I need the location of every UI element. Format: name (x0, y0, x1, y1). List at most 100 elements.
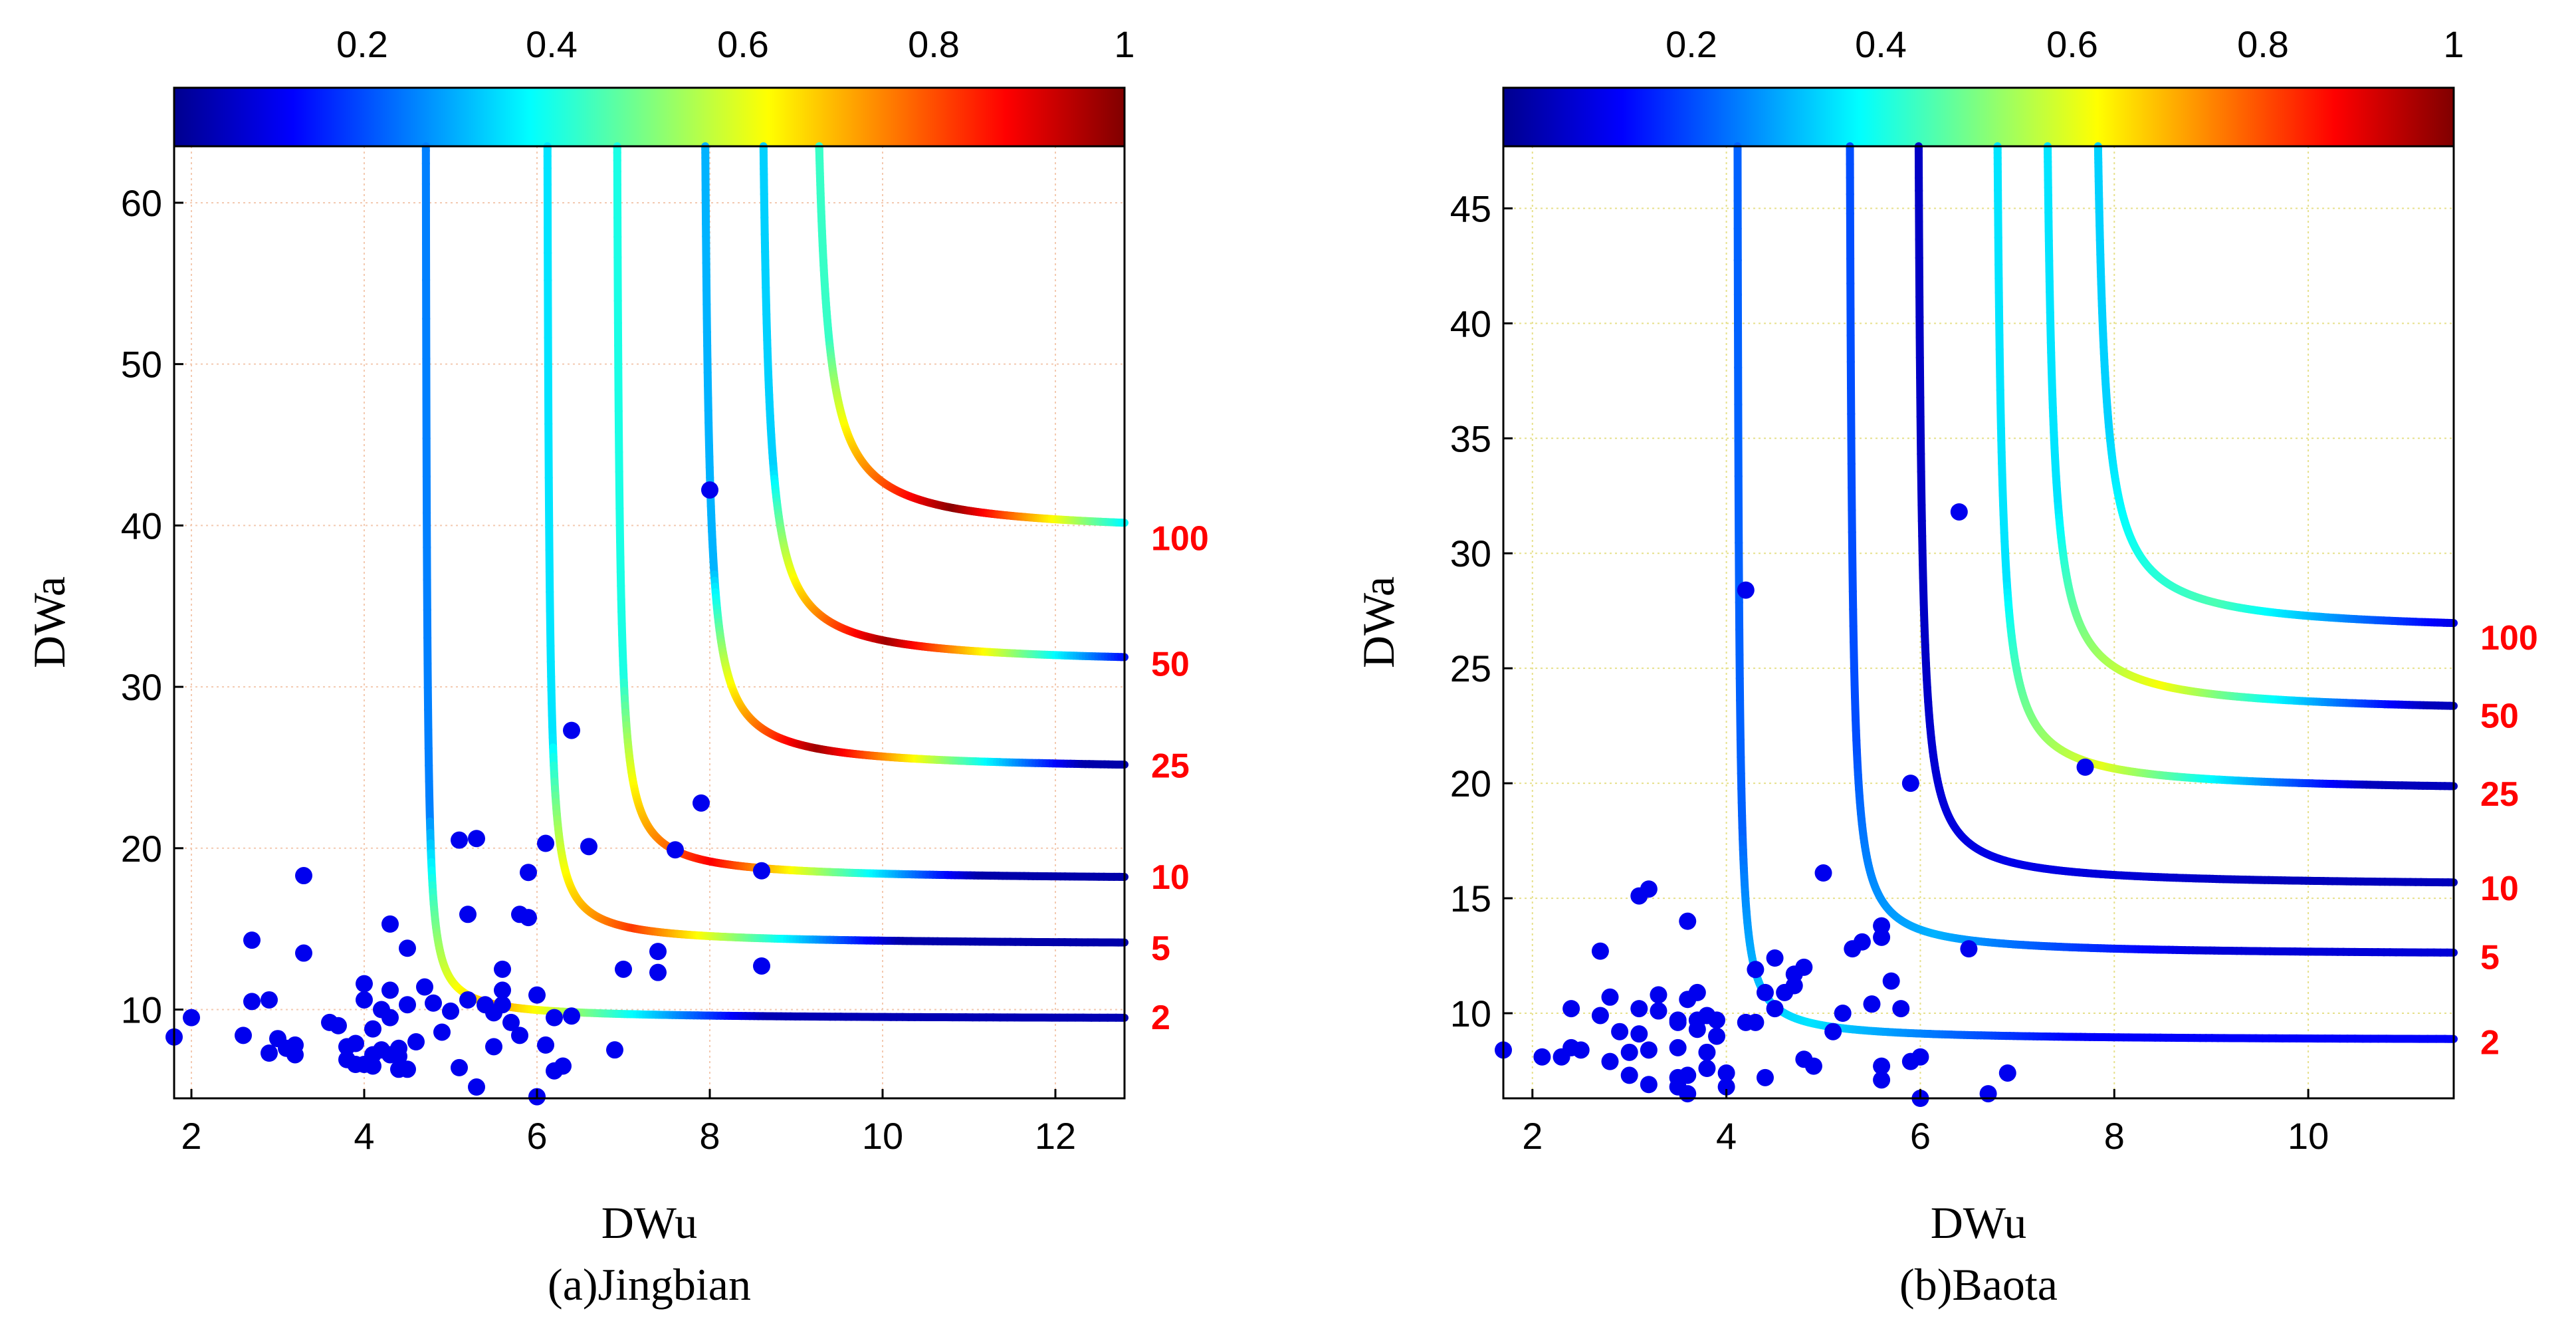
data-point (1620, 1066, 1638, 1084)
data-point (1873, 1057, 1891, 1075)
contour-rp-50 (759, 142, 1128, 662)
colorbar-b-tick: 0.8 (2237, 23, 2289, 65)
data-point (1998, 1064, 2016, 1082)
data-point (1591, 1007, 1609, 1025)
data-point (1669, 1011, 1687, 1029)
return-period-labels-b: 100 50 25 10 5 2 (2480, 619, 2538, 1062)
data-point (451, 831, 468, 849)
data-point (381, 1009, 399, 1027)
x-tick-label: 10 (862, 1115, 903, 1157)
return-period-labels-a: 100 50 25 10 5 2 (1151, 519, 1209, 1037)
data-point (1708, 1011, 1726, 1029)
plot-area-a (174, 146, 1125, 1098)
caption-b: (b)Baota (1899, 1259, 2058, 1310)
data-point (459, 991, 477, 1009)
data-point (1698, 1043, 1716, 1061)
caption-a: (a)Jingbian (548, 1259, 751, 1310)
points-a (165, 481, 770, 1106)
data-point (511, 1027, 528, 1044)
data-point (1688, 983, 1706, 1001)
data-point (667, 841, 684, 859)
data-point (451, 1058, 468, 1076)
data-point (1785, 977, 1803, 995)
data-point (1747, 961, 1765, 979)
data-point (1562, 1000, 1580, 1018)
data-point (1640, 880, 1658, 898)
data-point (364, 1057, 381, 1075)
return-period-label-5: 5 (1151, 929, 1170, 968)
data-point (1611, 1023, 1629, 1040)
data-point (1669, 1038, 1687, 1056)
colorbar-a-ticks: 0.2 0.4 0.6 0.8 1 (336, 23, 1135, 65)
data-point (693, 794, 710, 812)
data-point (1950, 503, 1968, 521)
contour-rp-100 (815, 142, 1128, 527)
data-point (416, 978, 433, 996)
data-point (1572, 1041, 1590, 1059)
data-point (399, 939, 416, 957)
x-ticks-b: 2 4 6 8 10 (1522, 1089, 2329, 1157)
data-point (442, 1002, 459, 1020)
data-point (1698, 1060, 1716, 1078)
data-point (485, 1038, 502, 1056)
data-point (1892, 1000, 1910, 1018)
y-tick-label: 25 (1450, 648, 1491, 689)
data-point (1533, 1048, 1551, 1066)
y-tick-label: 10 (1450, 993, 1491, 1034)
data-point (1795, 958, 1813, 976)
y-tick-label: 30 (121, 666, 162, 708)
data-point (399, 996, 416, 1014)
data-point (261, 1044, 278, 1062)
data-point (554, 1057, 572, 1075)
colorbar-b-tick: 0.2 (1665, 23, 1717, 65)
data-point (1591, 942, 1609, 960)
x-tick-label: 6 (1910, 1115, 1931, 1157)
data-point (1756, 983, 1774, 1001)
data-point (1834, 1005, 1852, 1023)
y-tick-label: 20 (1450, 763, 1491, 804)
data-point (390, 1039, 407, 1057)
data-point (468, 1078, 485, 1096)
return-period-label-100: 100 (1151, 519, 1209, 558)
colorbar-a-tick: 0.8 (908, 23, 960, 65)
data-point (563, 1007, 580, 1025)
data-point (649, 943, 667, 961)
grid-b (1503, 146, 2454, 1098)
data-point (261, 991, 278, 1009)
y-tick-label: 15 (1450, 878, 1491, 919)
data-point (1717, 1078, 1735, 1096)
x-tick-label: 12 (1035, 1115, 1076, 1157)
points-b (1495, 503, 2094, 1107)
y-tick-label: 40 (1450, 303, 1491, 344)
data-point (1737, 581, 1755, 599)
data-point (235, 1027, 252, 1044)
data-point (520, 864, 537, 882)
data-point (459, 906, 477, 923)
data-point (356, 975, 373, 993)
data-point (243, 993, 261, 1011)
data-point (615, 960, 632, 978)
colorbar-a-tick: 0.6 (717, 23, 769, 65)
return-period-label-10: 10 (1151, 858, 1190, 897)
x-tick-label: 10 (2288, 1115, 2329, 1157)
x-tick-label: 8 (699, 1115, 720, 1157)
x-tick-label: 6 (526, 1115, 547, 1157)
data-point (1708, 1027, 1726, 1045)
data-point (649, 963, 667, 981)
data-point (1601, 1052, 1619, 1070)
x-tick-label: 2 (1522, 1115, 1543, 1157)
y-tick-label: 45 (1450, 187, 1491, 229)
data-point (347, 1034, 364, 1052)
return-period-label-25: 25 (2480, 775, 2519, 814)
return-period-label-10: 10 (2480, 870, 2519, 908)
data-point (425, 994, 442, 1012)
data-point (1814, 864, 1832, 882)
contour-rp-100 (2093, 142, 2458, 628)
data-point (1650, 1002, 1667, 1020)
data-point (1630, 1025, 1648, 1043)
colorbar-b-tick: 0.6 (2046, 23, 2098, 65)
x-axis-label-b: DWu (1931, 1197, 2027, 1248)
data-point (286, 1036, 304, 1054)
x-axis-label-a: DWu (601, 1197, 698, 1248)
data-point (381, 981, 399, 999)
